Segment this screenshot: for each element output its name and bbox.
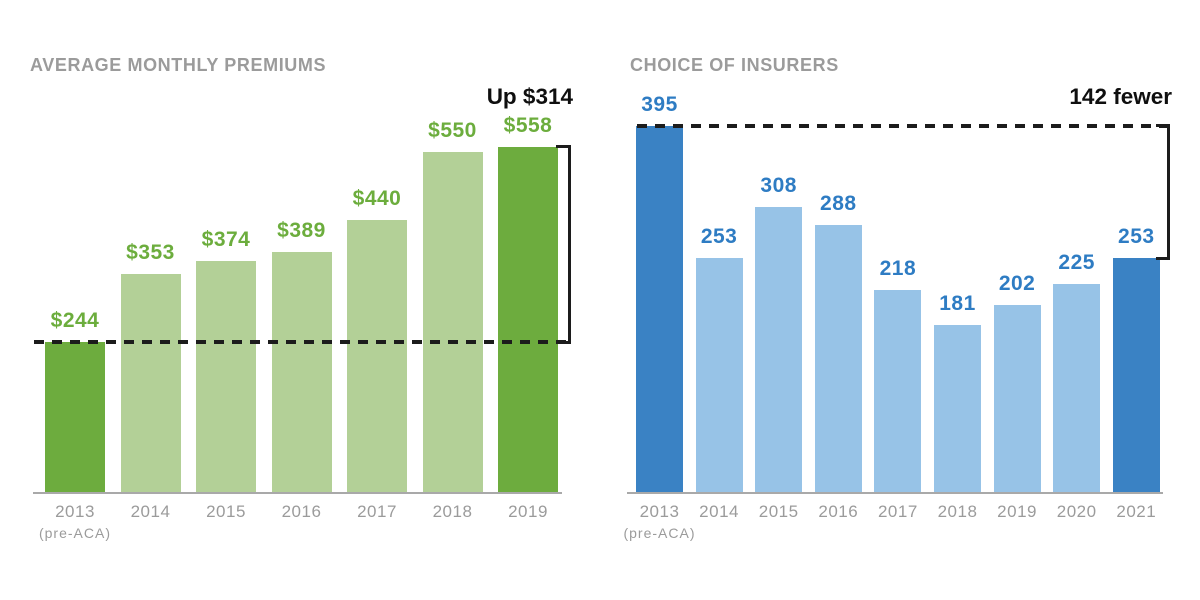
- insurers-axis-baseline: [627, 492, 1163, 494]
- insurers-decrease-annotation: 142 fewer: [1069, 84, 1172, 109]
- premiums-increase-annotation: Up $314: [486, 84, 573, 109]
- axis-sublabel-2013: (pre-ACA): [623, 525, 696, 541]
- premiums-chart-title: AVERAGE MONTHLY PREMIUMS: [30, 55, 327, 75]
- axis-label-2021: 2021: [1116, 502, 1157, 521]
- bar-value-label-2013: 395: [641, 92, 678, 116]
- bar-value-label-2015: $374: [201, 228, 251, 252]
- bar-value-label-2017: $440: [352, 187, 402, 211]
- bar-2013: [636, 125, 683, 493]
- axis-label-2016: 2016: [281, 502, 322, 521]
- bar-value-label-2014: $353: [126, 241, 175, 265]
- bar-2017: [347, 220, 407, 493]
- premiums-difference-bracket: [556, 145, 571, 344]
- axis-label-2014: 2014: [699, 502, 739, 521]
- bar-value-label-2014: 253: [700, 224, 738, 248]
- bar-value-label-2018: 181: [939, 291, 976, 315]
- bar-value-label-2016: 288: [820, 192, 857, 216]
- axis-label-2014: 2014: [130, 502, 171, 521]
- bar-2017: [874, 290, 922, 493]
- bar-2014: [120, 274, 181, 493]
- premiums-axis-baseline: [33, 492, 562, 494]
- bar-2020: [1053, 283, 1101, 493]
- axis-label-2019: 2019: [508, 502, 548, 521]
- bar-2018: [934, 324, 981, 493]
- bar-2019: [993, 305, 1041, 493]
- axis-label-2018: 2018: [432, 502, 473, 521]
- insurers-difference-bracket: [1156, 123, 1170, 260]
- axis-label-2018: 2018: [937, 502, 978, 521]
- bar-2015: [755, 206, 803, 493]
- bar-value-label-2016: $389: [277, 218, 326, 242]
- bar-2016: [271, 251, 332, 493]
- bar-value-label-2018: $550: [428, 119, 477, 142]
- axis-label-2019: 2019: [997, 502, 1037, 521]
- bar-value-label-2021: 253: [1118, 224, 1155, 248]
- axis-label-2013: 2013: [639, 502, 680, 521]
- bar-2018: [422, 152, 483, 493]
- bar-2021: [1112, 257, 1160, 493]
- bar-2014: [695, 257, 743, 493]
- bar-2013: [45, 341, 105, 493]
- axis-label-2015: 2015: [206, 502, 246, 521]
- axis-label-2015: 2015: [758, 502, 799, 521]
- insurers-chart-title: CHOICE OF INSURERS: [630, 55, 839, 75]
- bar-2015: [196, 261, 256, 493]
- bar-value-label-2017: 218: [879, 257, 917, 281]
- axis-label-2020: 2020: [1056, 502, 1097, 521]
- bar-2019: [498, 147, 558, 493]
- bar-value-label-2020: 225: [1058, 250, 1095, 274]
- premiums-reference-dashed-line: [34, 339, 570, 344]
- bar-value-label-2015: 308: [760, 173, 797, 197]
- bar-value-label-2019: 202: [998, 272, 1036, 296]
- axis-label-2017: 2017: [357, 502, 397, 521]
- bar-value-label-2019: $558: [503, 114, 553, 138]
- bar-2016: [814, 225, 862, 493]
- insurers-reference-dashed-line: [637, 123, 1168, 128]
- axis-sublabel-2013: (pre-ACA): [38, 525, 111, 541]
- bar-value-label-2013: $244: [50, 308, 100, 332]
- axis-label-2013: 2013: [55, 502, 95, 521]
- axis-label-2016: 2016: [818, 502, 859, 521]
- axis-label-2017: 2017: [877, 502, 918, 521]
